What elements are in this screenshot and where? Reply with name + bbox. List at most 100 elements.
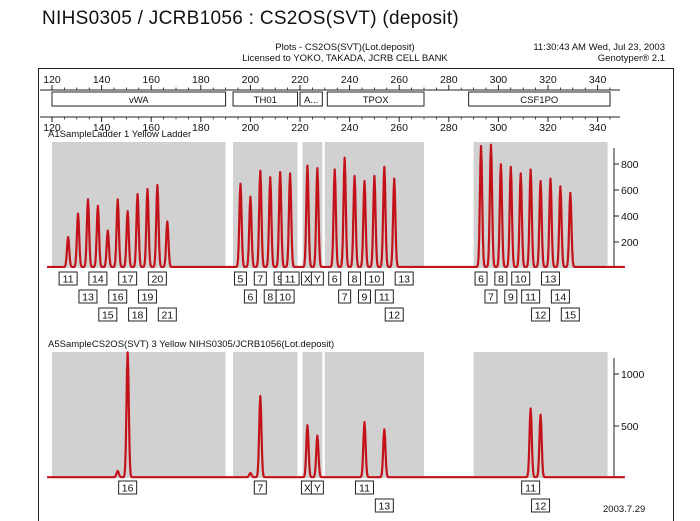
license-line: Licensed to YOKO, TAKADA, JCRB CELL BANK bbox=[242, 53, 448, 64]
allele-label: 20 bbox=[152, 274, 164, 286]
panel-label: A1SampleLadder 1 Yellow Ladder bbox=[48, 129, 191, 140]
y-axis-tick-label: 500 bbox=[621, 421, 639, 433]
peak-mark bbox=[344, 157, 346, 159]
allele-label: 6 bbox=[478, 274, 484, 286]
allele-box bbox=[98, 307, 118, 322]
bottom-axis-tick-label: 260 bbox=[390, 122, 408, 134]
peak-mark bbox=[97, 205, 99, 207]
allele-box bbox=[484, 289, 498, 304]
allele-box bbox=[531, 498, 551, 513]
bin-shade bbox=[233, 352, 298, 478]
plot-frame bbox=[38, 68, 674, 521]
allele-box bbox=[243, 289, 257, 304]
peak-mark bbox=[127, 351, 129, 353]
plots-line: Plots - CS2OS(SVT)(Lot.deposit) bbox=[275, 42, 415, 53]
bottom-axis-tick-label: 120 bbox=[43, 122, 61, 134]
peak-mark bbox=[520, 172, 522, 174]
allele-box bbox=[521, 289, 541, 304]
top-axis-tick-label: 240 bbox=[341, 74, 359, 86]
peak-mark bbox=[117, 470, 119, 472]
allele-label: 7 bbox=[257, 483, 263, 495]
header-left: Plots - CS2OS(SVT)(Lot.deposit) Licensed… bbox=[230, 42, 460, 64]
top-axis-tick-label: 120 bbox=[43, 74, 61, 86]
peak-mark bbox=[539, 180, 542, 182]
allele-box bbox=[540, 271, 560, 286]
peak-mark bbox=[549, 177, 552, 180]
header-right: 11:30:43 AM Wed, Jul 23, 2003 Genotyper®… bbox=[480, 42, 665, 64]
allele-label: 7 bbox=[342, 292, 348, 304]
peak-mark bbox=[249, 472, 251, 474]
allele-label: 16 bbox=[112, 292, 124, 304]
allele-label: 11 bbox=[359, 483, 370, 495]
peak-mark bbox=[249, 196, 251, 198]
allele-label: Y bbox=[314, 274, 321, 286]
peak-mark bbox=[136, 193, 139, 195]
trace-line bbox=[46, 143, 626, 269]
allele-label: 11 bbox=[379, 292, 390, 304]
allele-label: 9 bbox=[508, 292, 514, 304]
locus-box bbox=[326, 91, 425, 107]
allele-label: 6 bbox=[332, 274, 338, 286]
peak-mark bbox=[539, 414, 542, 416]
locus-box bbox=[299, 91, 323, 107]
allele-label: 7 bbox=[257, 274, 263, 286]
date-stamp: 2003.7.29 bbox=[603, 504, 645, 515]
peak-mark bbox=[166, 220, 168, 223]
allele-label: 19 bbox=[142, 292, 154, 304]
allele-label: 8 bbox=[498, 274, 504, 286]
allele-box bbox=[58, 271, 78, 286]
bottom-axis-tick-label: 320 bbox=[539, 122, 557, 134]
locus-box bbox=[468, 91, 611, 107]
software-line: Genotyper® 2.1 bbox=[597, 53, 665, 64]
peak-mark bbox=[87, 198, 89, 200]
peak-mark bbox=[67, 236, 69, 238]
peak-mark bbox=[500, 163, 502, 165]
allele-label: 11 bbox=[63, 274, 74, 286]
top-axis-tick-label: 200 bbox=[242, 74, 260, 86]
bottom-axis-tick-label: 180 bbox=[192, 122, 210, 134]
allele-label: 15 bbox=[102, 310, 114, 322]
allele-label: 21 bbox=[161, 310, 173, 322]
allele-label: 6 bbox=[247, 292, 253, 304]
allele-box bbox=[233, 271, 247, 286]
allele-box bbox=[118, 271, 138, 286]
locus-label: TPOX bbox=[363, 95, 390, 106]
allele-label: Y bbox=[314, 483, 321, 495]
bottom-axis-tick-label: 300 bbox=[490, 122, 508, 134]
allele-box bbox=[384, 307, 404, 322]
peak-mark bbox=[530, 407, 532, 410]
allele-box bbox=[521, 480, 541, 495]
peak-mark bbox=[510, 166, 512, 168]
y-axis-tick-label: 1000 bbox=[621, 369, 645, 381]
allele-label: 9 bbox=[362, 292, 368, 304]
top-axis-tick-label: 160 bbox=[142, 74, 160, 86]
allele-label: 8 bbox=[267, 292, 273, 304]
locus-label: vWA bbox=[129, 95, 149, 106]
allele-box bbox=[253, 480, 267, 495]
allele-box bbox=[357, 289, 371, 304]
allele-box bbox=[550, 289, 570, 304]
allele-box bbox=[394, 271, 414, 286]
peak-mark bbox=[559, 185, 562, 187]
peak-mark bbox=[334, 168, 336, 171]
time-line: 11:30:43 AM Wed, Jul 23, 2003 bbox=[533, 42, 665, 53]
peak-mark bbox=[393, 177, 395, 180]
allele-label: 15 bbox=[564, 310, 576, 322]
allele-label: 10 bbox=[515, 274, 527, 286]
bottom-axis-tick-label: 280 bbox=[440, 122, 458, 134]
bottom-axis-tick-label: 160 bbox=[142, 122, 160, 134]
allele-box bbox=[511, 271, 531, 286]
allele-box bbox=[474, 271, 488, 286]
allele-label: 10 bbox=[279, 292, 291, 304]
allele-label: 12 bbox=[535, 501, 547, 513]
peak-mark bbox=[289, 172, 291, 174]
peak-mark bbox=[490, 144, 492, 146]
allele-box bbox=[147, 271, 167, 286]
allele-label: 5 bbox=[238, 274, 244, 286]
allele-label: 11 bbox=[285, 274, 296, 286]
allele-label: 10 bbox=[369, 274, 381, 286]
allele-label: 12 bbox=[535, 310, 547, 322]
allele-box bbox=[310, 271, 324, 286]
allele-label: 13 bbox=[82, 292, 94, 304]
